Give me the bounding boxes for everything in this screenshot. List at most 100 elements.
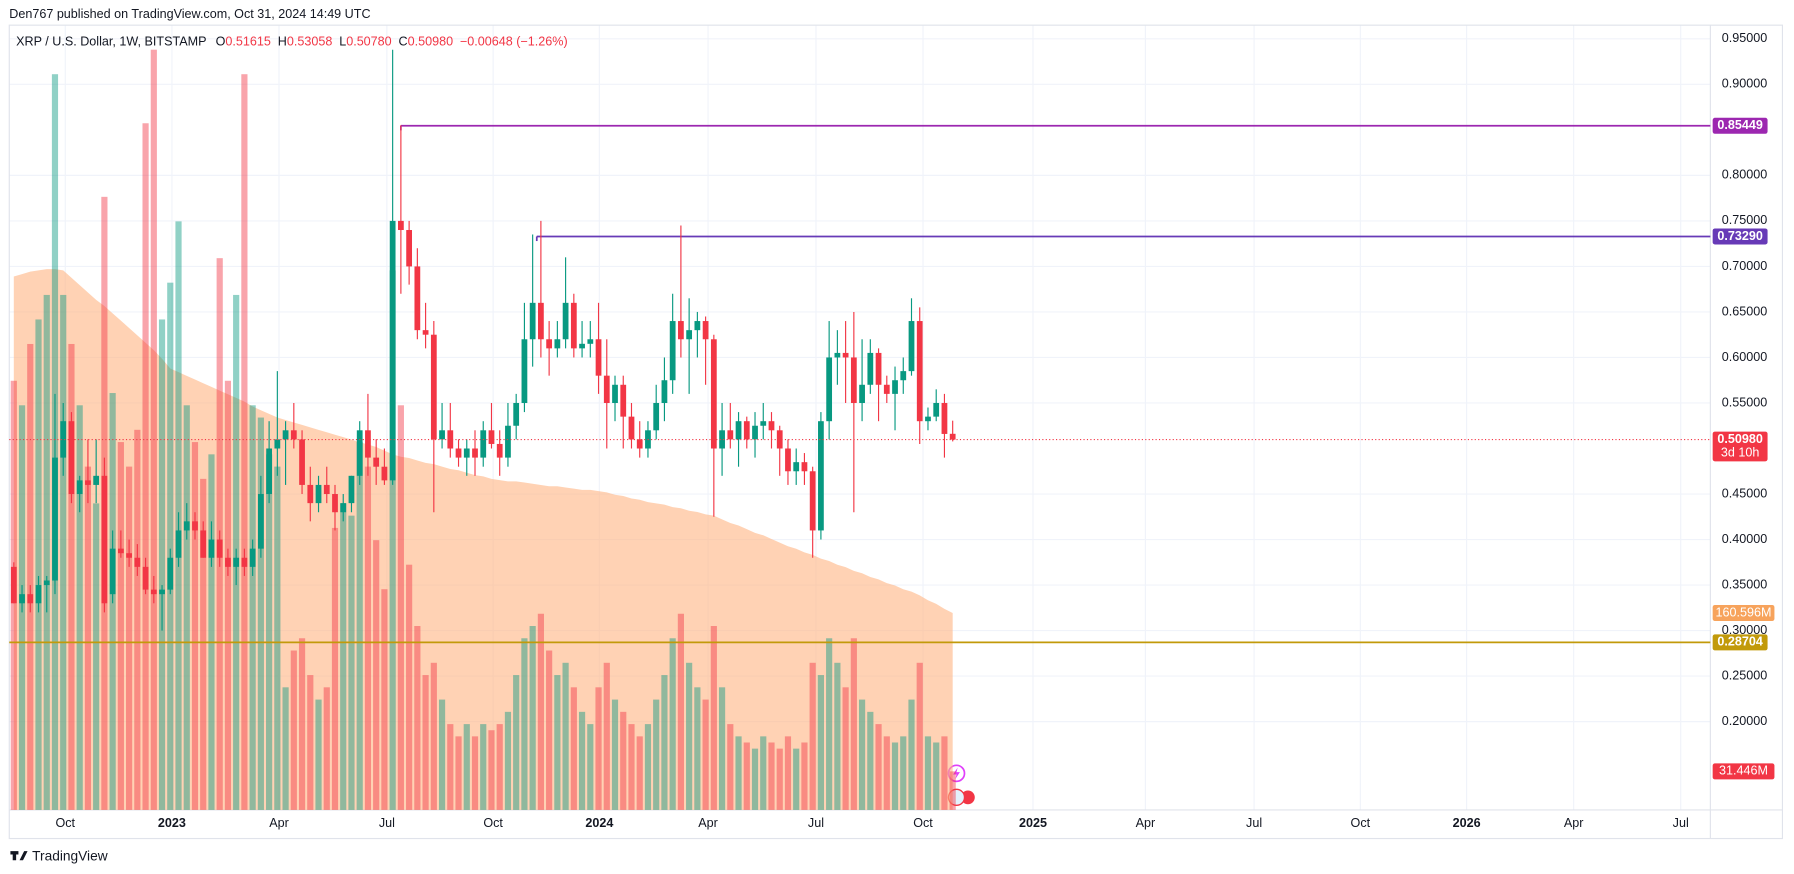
y-tick-label: 0.60000 [1722, 350, 1767, 364]
volume-bar [727, 724, 734, 810]
volume-bar [900, 736, 907, 810]
volume-bar [636, 736, 643, 810]
volume-bar [257, 417, 264, 810]
y-tick-label: 0.95000 [1722, 31, 1767, 45]
legend-value: 0.51615 [225, 35, 270, 49]
volume-bar [537, 613, 544, 810]
candle-body [785, 448, 791, 472]
candle-body [315, 484, 322, 504]
volume-bar [554, 675, 561, 810]
y-tick-label: 0.35000 [1722, 577, 1767, 591]
candle-body [472, 448, 478, 458]
candle-body [439, 430, 445, 440]
volume-bar [743, 742, 750, 810]
candle-body [900, 371, 907, 381]
volume-label-bg [1712, 605, 1775, 622]
candle-body [538, 302, 544, 340]
candle-body [282, 430, 289, 440]
volume-bar [430, 662, 437, 810]
volume-bar [117, 442, 124, 810]
candle-body [35, 585, 42, 604]
candle-body [768, 421, 775, 431]
candle-body [266, 448, 272, 495]
volume-bar [784, 736, 792, 810]
logo-mark [10, 851, 28, 861]
candle-body [447, 430, 454, 449]
candle-body [842, 352, 849, 358]
volume-bar [908, 699, 915, 810]
candle-body [365, 430, 371, 458]
volume-bar [134, 429, 141, 810]
volume-bar [562, 662, 569, 810]
volume-bar [587, 724, 594, 810]
y-tick-label: 0.90000 [1722, 77, 1767, 91]
candle-body [117, 548, 124, 554]
volume-bar [488, 730, 495, 810]
volume-bar [373, 540, 380, 810]
volume-bar [858, 699, 866, 810]
candle-body [150, 589, 157, 595]
volume-bar [611, 699, 619, 810]
candle-body [678, 321, 684, 340]
volume-bar [875, 724, 882, 810]
candle-body [216, 539, 223, 558]
volume-bar [60, 294, 67, 810]
volume-bar [282, 687, 289, 810]
y-tick-label: 0.40000 [1722, 532, 1767, 546]
candle-body [414, 266, 421, 331]
volume-bar [266, 454, 273, 810]
candle-body [513, 402, 520, 426]
candle-body [925, 416, 931, 422]
candle-body [710, 339, 717, 449]
frame [8, 24, 1784, 840]
volume-bar [949, 771, 956, 810]
volume-bar [35, 319, 42, 810]
volume-bar [298, 638, 306, 810]
x-tick-label: Oct [483, 816, 503, 830]
candle-body [875, 352, 882, 385]
volume-bar [150, 49, 157, 810]
volume-bar [793, 748, 800, 810]
y-tick-label: 0.75000 [1722, 213, 1767, 227]
candle-body [389, 220, 396, 481]
candle-body [546, 339, 553, 349]
x-tick-label: 2024 [585, 816, 613, 830]
volume-bar [381, 589, 388, 810]
x-tick-label: Jul [1673, 816, 1689, 830]
volume-bar [521, 638, 528, 810]
candle-body [233, 557, 240, 567]
candle-body [159, 589, 165, 595]
x-tick-label: Apr [269, 816, 289, 830]
candle-body [496, 443, 503, 458]
legend-text: XRP / U.S. Dollar, 1W, BITSTAMP O0.51615 H… [16, 35, 568, 49]
candle-body [52, 457, 58, 581]
volume-bar [768, 742, 775, 810]
volume-bar [224, 380, 232, 810]
volume-bar [653, 699, 660, 810]
level-label: 0.85449 [1717, 118, 1762, 132]
volume-bar [208, 454, 215, 810]
volume-bar [916, 662, 923, 810]
volume-bar [826, 638, 833, 810]
candle-body [620, 384, 627, 417]
event-icon-glyph [953, 767, 960, 780]
volume-bar [142, 123, 149, 810]
candle-body [505, 425, 511, 458]
volume-bar [710, 626, 717, 810]
volume-ma-area [13, 269, 953, 810]
event-icon[interactable] [961, 790, 975, 805]
x-tick-label: Jul [379, 816, 395, 830]
volume-bar [183, 405, 190, 810]
volume-bar [941, 736, 948, 810]
y-tick-label: 0.20000 [1722, 714, 1767, 728]
candle-body [809, 471, 816, 531]
volume-bar [933, 742, 940, 810]
candle-body [603, 375, 610, 403]
candle-body [192, 521, 198, 531]
volume-bar [620, 711, 627, 810]
volume-bar [455, 736, 462, 810]
volume-bar [68, 343, 75, 810]
candle-body [579, 343, 585, 349]
volume-bar [43, 294, 50, 810]
